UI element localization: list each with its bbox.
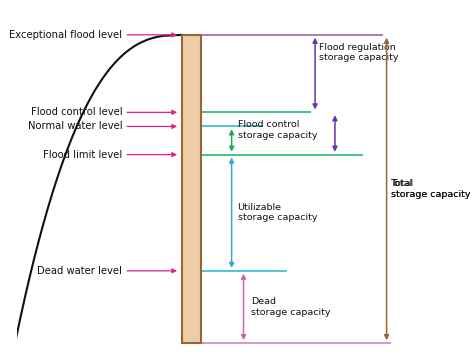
Text: Flood control level: Flood control level: [31, 107, 122, 118]
Bar: [182, 35, 201, 343]
Text: Exceptional flood level: Exceptional flood level: [9, 30, 122, 40]
Text: Normal water level: Normal water level: [27, 121, 122, 131]
Text: Dead water level: Dead water level: [37, 266, 122, 276]
Text: Utilizable
storage capacity: Utilizable storage capacity: [237, 203, 317, 223]
Text: Total
storage capacity: Total storage capacity: [391, 179, 470, 199]
Text: Flood limit level: Flood limit level: [43, 149, 122, 160]
Text: Total
storage capacity: Total storage capacity: [392, 179, 471, 199]
Text: Dead
storage capacity: Dead storage capacity: [252, 297, 331, 317]
Text: Flood regulation
storage capacity: Flood regulation storage capacity: [319, 43, 399, 62]
Text: Flood control
storage capacity: Flood control storage capacity: [237, 120, 317, 140]
